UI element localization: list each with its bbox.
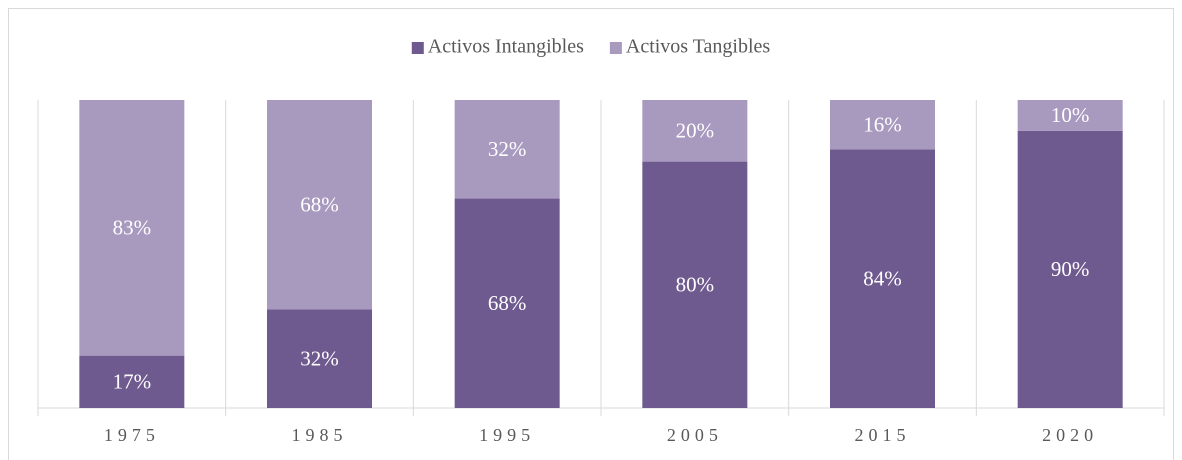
bar-segment [1017, 100, 1123, 131]
x-tick-label: 1995 [479, 425, 535, 445]
x-tick-label: 2020 [1042, 425, 1098, 445]
bar-segment [267, 309, 372, 408]
x-tick-label: 2005 [667, 425, 723, 445]
bar-segment [454, 198, 560, 408]
bar-segment [79, 355, 185, 408]
legend-swatch [609, 42, 622, 54]
data-label: 68% [300, 193, 339, 217]
legend-label: Activos Tangibles [626, 36, 771, 58]
data-label: 17% [113, 370, 152, 394]
data-label: 68% [488, 291, 527, 315]
x-tick-label: 2015 [855, 425, 911, 445]
data-label: 20% [676, 119, 715, 143]
bar-segment [454, 100, 560, 199]
data-label: 80% [676, 273, 715, 297]
bar-segment [830, 149, 935, 408]
data-label: 32% [300, 347, 339, 371]
chart-border [8, 8, 1174, 460]
bar-segment [642, 100, 748, 162]
bar-segment [79, 100, 185, 356]
bar-segment [1017, 130, 1123, 409]
data-label: 16% [863, 112, 902, 136]
x-tick-label: 1985 [292, 425, 348, 445]
data-label: 90% [1051, 257, 1090, 281]
bar-segment [267, 100, 372, 310]
data-label: 84% [863, 266, 902, 290]
bar-segment [830, 100, 935, 150]
bar-segment [642, 161, 748, 408]
legend-swatch [411, 42, 424, 54]
data-label: 83% [113, 216, 152, 240]
data-label: 10% [1051, 103, 1090, 127]
legend-label: Activos Intangibles [428, 36, 584, 58]
data-label: 32% [488, 137, 527, 161]
x-tick-label: 1975 [104, 425, 160, 445]
